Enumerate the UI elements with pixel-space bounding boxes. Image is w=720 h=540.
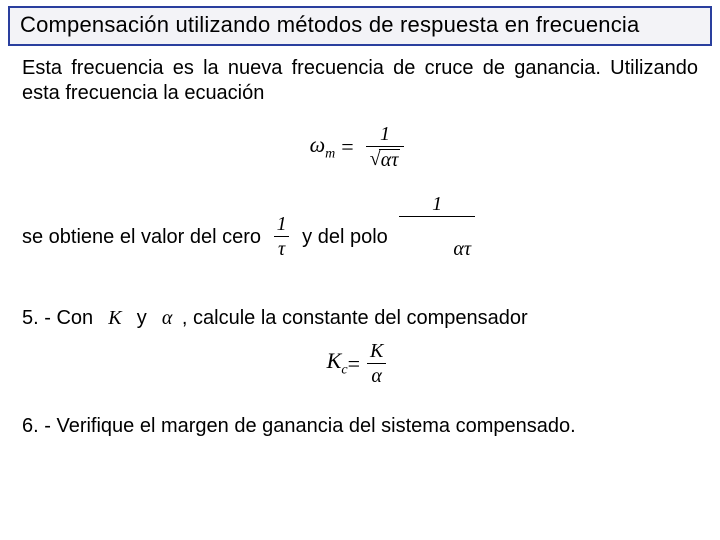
omega-subscript: m xyxy=(325,146,335,161)
fraction-kc: K α xyxy=(366,341,387,386)
line-zero-pole: se obtiene el valor del cero 1 τ y del p… xyxy=(22,194,698,279)
alpha-symbol: α xyxy=(453,238,464,260)
title-box: Compensación utilizando métodos de respu… xyxy=(8,6,712,46)
slide: Compensación utilizando métodos de respu… xyxy=(0,0,720,540)
alpha-symbol: α xyxy=(381,149,392,171)
equals-sign: = xyxy=(341,134,353,160)
equation-omega-m: ωm = 1 √ ατ xyxy=(22,124,698,170)
fraction-denominator: √ ατ xyxy=(366,146,405,170)
text-step5-c: , calcule la constante del compensador xyxy=(176,305,527,331)
page-title: Compensación utilizando métodos de respu… xyxy=(20,12,639,37)
symbol-alpha: α xyxy=(158,305,177,331)
body: Esta frecuencia es la nueva frecuencia d… xyxy=(22,56,698,457)
fraction-numerator: 1 xyxy=(273,214,291,236)
text-y-del-polo: y del polo xyxy=(297,224,394,250)
paragraph-intro: Esta frecuencia es la nueva frecuencia d… xyxy=(22,56,698,106)
fraction-denominator: ατ xyxy=(399,216,475,279)
fraction-omega: 1 √ ατ xyxy=(366,124,405,170)
equals-sign: = xyxy=(348,351,360,377)
fraction-numerator: 1 xyxy=(376,124,394,146)
line-step-5: 5. - Con K y α , calcule la constante de… xyxy=(22,305,698,331)
fraction-zero: 1 τ xyxy=(273,214,291,259)
text-se-obtiene: se obtiene el valor del cero xyxy=(22,224,267,250)
omega-symbol: ω xyxy=(310,132,326,157)
text-step5-y: y xyxy=(126,305,158,331)
equation-kc: Kc = K α xyxy=(22,341,698,386)
tau-symbol: τ xyxy=(464,238,471,260)
equation-lhs: ωm xyxy=(310,132,336,162)
line-step-6: 6. - Verifique el margen de ganancia del… xyxy=(22,414,698,439)
fraction-pole: 1 ατ xyxy=(399,194,475,279)
sqrt: √ ατ xyxy=(370,149,401,170)
radicand: ατ xyxy=(379,149,401,170)
fraction-numerator: K xyxy=(366,341,387,363)
fraction-denominator: τ xyxy=(274,236,289,259)
fraction-numerator: 1 xyxy=(428,194,446,216)
symbol-K: K xyxy=(327,348,342,373)
symbol-K: K xyxy=(104,305,125,331)
kc-lhs: Kc xyxy=(327,348,348,378)
tau-symbol: τ xyxy=(391,149,398,171)
fraction-denominator: α xyxy=(367,363,386,386)
text-step5-a: 5. - Con xyxy=(22,305,104,331)
